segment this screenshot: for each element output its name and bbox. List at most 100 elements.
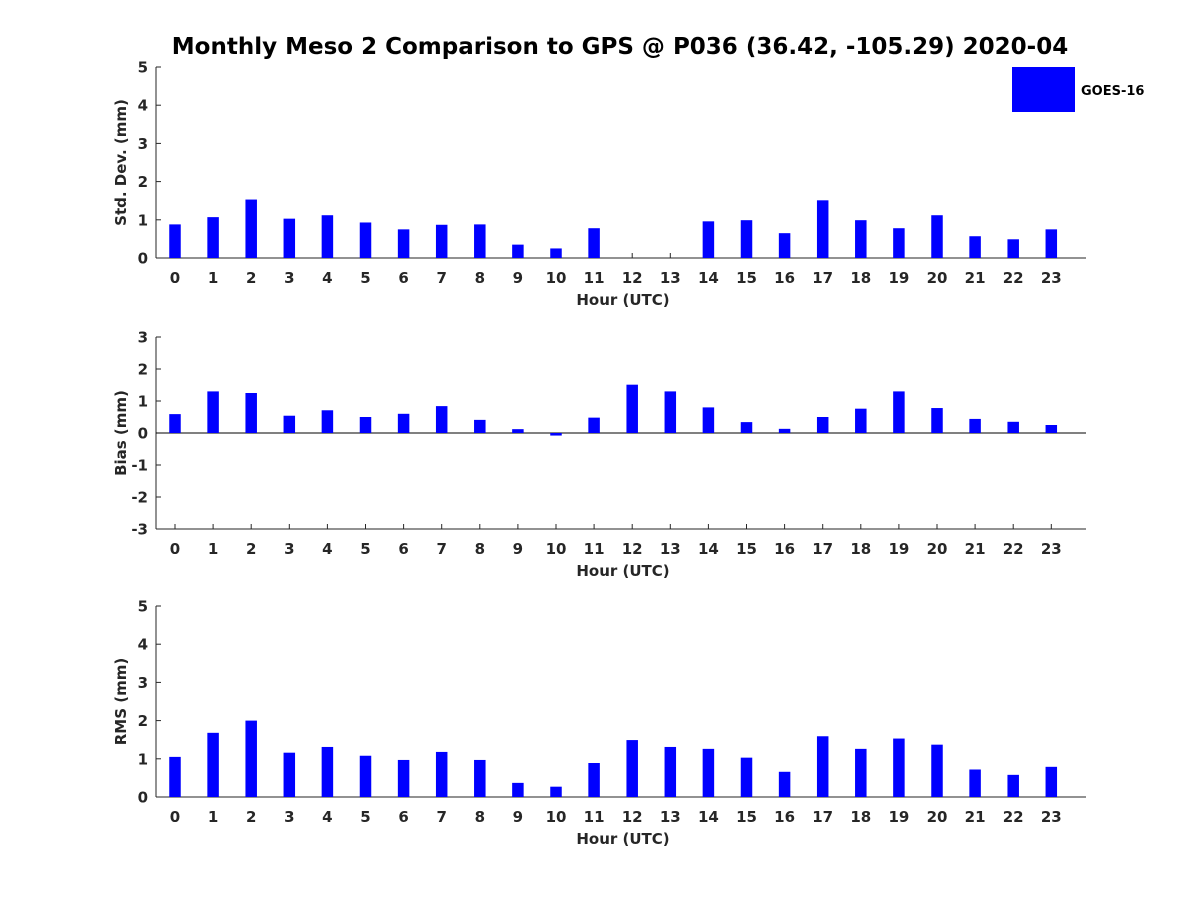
bar-panel2-hour-18 [855,408,867,433]
bar-panel1-hour-2 [245,199,257,258]
x-tick-label: 9 [513,269,523,287]
legend-swatch [1012,67,1075,112]
bar-panel3-hour-16 [778,771,791,797]
bar-panel2-hour-3 [283,415,296,433]
x-tick-label: 21 [965,269,986,287]
bar-panel3-hour-7 [435,751,448,797]
bar-panel2-hour-14 [702,407,715,433]
x-tick-label: 2 [246,808,256,826]
x-tick-label: 15 [736,540,757,558]
x-axis-label: Hour (UTC) [576,291,669,309]
x-tick-label: 2 [246,269,256,287]
x-tick-label: 17 [812,269,833,287]
bar-panel1-hour-6 [397,229,410,258]
x-tick-label: 7 [436,808,446,826]
bar-panel3-hour-20 [931,744,943,797]
x-tick-label: 4 [322,269,332,287]
bar-panel3-hour-10 [550,786,562,797]
y-tick-label: 4 [138,636,148,654]
bar-panel1-hour-15 [740,220,753,258]
bar-panel3-hour-6 [397,759,410,797]
x-tick-label: 1 [208,540,218,558]
bar-panel1-hour-21 [969,236,981,258]
y-tick-label: 4 [138,97,148,115]
y-tick-label: 1 [138,211,148,229]
bar-panel2-hour-1 [207,391,219,433]
y-tick-label: -3 [131,521,148,539]
x-tick-label: 12 [622,269,643,287]
x-tick-label: 9 [513,540,523,558]
y-tick-label: 5 [138,598,148,616]
x-tick-label: 22 [1003,540,1024,558]
x-tick-label: 12 [622,540,643,558]
y-tick-label: 2 [138,712,148,730]
bar-panel3-hour-23 [1045,766,1058,797]
bar-panel1-hour-17 [816,200,829,258]
bar-panel3-hour-11 [588,763,600,797]
bar-panel2-hour-19 [893,391,905,433]
y-tick-label: 5 [138,59,148,77]
y-tick-label: 3 [138,674,148,692]
bar-panel2-hour-17 [816,417,829,433]
legend: GOES-16 [1012,67,1144,112]
x-tick-label: 21 [965,540,986,558]
bar-panel2-hour-0 [169,414,181,433]
x-tick-label: 8 [475,269,485,287]
bar-panel1-hour-5 [359,222,372,258]
y-axis-label: Std. Dev. (mm) [112,99,130,226]
bar-panel2-hour-20 [931,408,943,433]
bar-panel1-hour-23 [1045,229,1058,258]
bar-panel1-hour-16 [778,233,791,258]
x-tick-label: 14 [698,808,719,826]
x-tick-label: 23 [1041,808,1062,826]
legend-label: GOES-16 [1081,84,1144,99]
x-tick-label: 15 [736,269,757,287]
x-tick-label: 1 [208,269,218,287]
x-tick-label: 10 [546,540,567,558]
x-tick-label: 10 [546,269,567,287]
bar-panel3-hour-17 [816,736,829,797]
y-tick-label: 0 [138,789,148,807]
bar-panel2-hour-7 [435,406,448,433]
bar-panel3-hour-3 [283,752,296,797]
x-tick-label: 8 [475,540,485,558]
bar-panel2-hour-11 [588,417,600,433]
x-tick-label: 5 [360,269,370,287]
x-tick-label: 19 [888,269,909,287]
bar-panel1-hour-3 [283,218,296,258]
bar-panel2-hour-6 [397,413,410,433]
bar-panel3-hour-13 [664,746,677,797]
x-tick-label: 6 [398,269,408,287]
x-tick-label: 19 [888,808,909,826]
bar-panel2-hour-9 [512,429,524,433]
bar-panel3-hour-22 [1007,774,1019,797]
bar-panel3-hour-0 [169,756,181,797]
x-tick-label: 18 [850,269,871,287]
bar-panel3-hour-18 [855,748,867,797]
bar-panel1-hour-1 [207,217,219,258]
y-tick-label: 3 [138,135,148,153]
bar-panel2-hour-16 [778,428,791,433]
bar-panel2-hour-15 [740,422,753,433]
bar-panel1-hour-19 [893,228,905,258]
x-tick-label: 20 [927,269,948,287]
x-tick-label: 9 [513,808,523,826]
bar-panel2-hour-4 [321,410,334,433]
bar-panel2-hour-21 [969,418,981,433]
x-tick-label: 16 [774,540,795,558]
x-tick-label: 14 [698,540,719,558]
x-tick-label: 22 [1003,269,1024,287]
y-tick-label: 2 [138,361,148,379]
bar-panel2-hour-5 [359,417,372,433]
bar-panel1-hour-7 [435,224,448,258]
x-axis-label: Hour (UTC) [576,830,669,848]
x-tick-label: 6 [398,808,408,826]
x-tick-label: 19 [888,540,909,558]
x-tick-label: 20 [927,808,948,826]
y-tick-label: 3 [138,329,148,347]
x-tick-label: 18 [850,808,871,826]
bar-panel1-hour-4 [321,215,334,258]
